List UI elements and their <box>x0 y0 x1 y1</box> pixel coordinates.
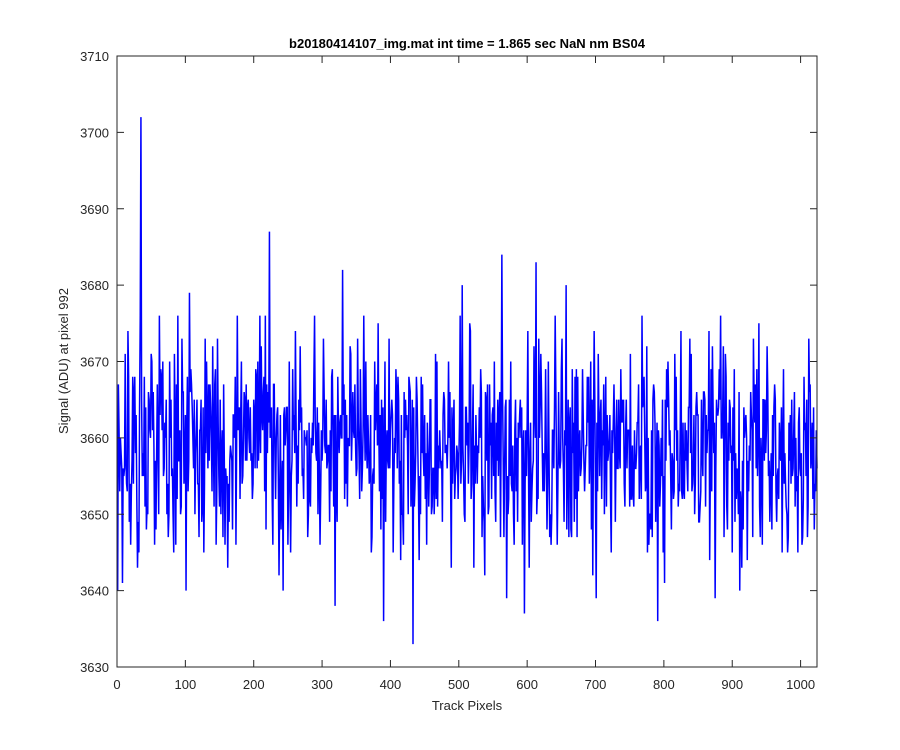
ticks-layer: 0 100 200 300 400 500 600 700 800 900 1000 3630 3640… <box>80 49 817 692</box>
y-tick-label: 3710 <box>80 49 109 64</box>
y-axis-label: Signal (ADU) at pixel 992 <box>56 288 71 434</box>
x-tick-label: 100 <box>175 677 197 692</box>
x-tick-label: 200 <box>243 677 265 692</box>
axes-box <box>116 55 818 668</box>
y-tick-label: 3660 <box>80 431 109 446</box>
x-tick-label: 800 <box>653 677 675 692</box>
y-tick-label: 3640 <box>80 584 109 599</box>
x-tick-label: 300 <box>311 677 333 692</box>
y-tick-label: 3670 <box>80 355 109 370</box>
series-layer <box>116 117 818 645</box>
chart-title: b20180414107_img.mat int time = 1.865 se… <box>289 36 646 51</box>
x-tick-label: 500 <box>448 677 470 692</box>
signal-line <box>116 117 818 645</box>
x-tick-label: 700 <box>585 677 607 692</box>
x-tick-label: 600 <box>516 677 538 692</box>
y-tick-label: 3700 <box>80 125 109 140</box>
plot-area <box>117 56 817 667</box>
y-tick-label: 3690 <box>80 202 109 217</box>
x-tick-label: 0 <box>113 677 120 692</box>
y-tick-label: 3650 <box>80 507 109 522</box>
y-tick-label: 3680 <box>80 278 109 293</box>
y-tick-label: 3630 <box>80 660 109 675</box>
x-tick-label: 900 <box>721 677 743 692</box>
x-tick-label: 400 <box>380 677 402 692</box>
x-tick-label: 1000 <box>786 677 815 692</box>
x-axis-label: Track Pixels <box>432 698 503 713</box>
